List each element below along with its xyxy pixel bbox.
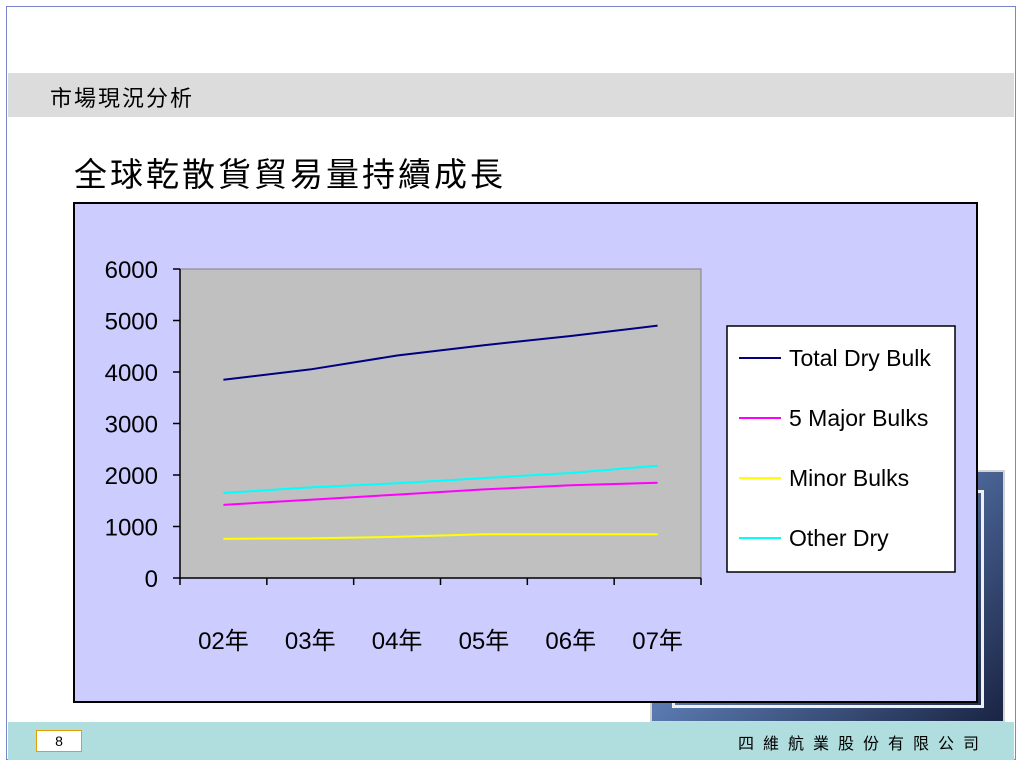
y-tick-label: 2000 [105, 463, 158, 490]
y-tick-label: 5000 [105, 309, 158, 336]
x-tick-label: 07年 [632, 628, 683, 655]
x-tick-label: 02年 [198, 628, 249, 655]
x-tick-label: 04年 [372, 628, 423, 655]
plot-area [179, 268, 702, 579]
y-tick-label: 4000 [105, 360, 158, 387]
chart-area: 0 1000 2000 3000 4000 5000 6000 02年 03年 04年 05年 06年… [73, 202, 978, 703]
y-tick-label: 6000 [105, 257, 158, 284]
x-tick-label: 05年 [459, 628, 510, 655]
chart-legend [726, 325, 956, 573]
legend-entry: Other Dry [789, 525, 889, 551]
line-chart: 0 1000 2000 3000 4000 5000 6000 02年 03年 04年 05年 06年… [105, 257, 956, 655]
x-tick-label: 06年 [545, 628, 596, 655]
series-line-2 [223, 533, 658, 540]
series-line-3 [223, 464, 658, 495]
series-line-0 [223, 324, 658, 381]
legend-entry: 5 Major Bulks [789, 405, 928, 431]
page-number: 8 [36, 730, 82, 752]
series-line-1 [223, 481, 658, 506]
x-tick-label: 03年 [285, 628, 336, 655]
section-bar: 市場現況分析 [8, 73, 1014, 117]
y-tick-label: 3000 [105, 412, 158, 439]
slide-heading: 全球乾散貨貿易量持續成長 [74, 155, 506, 194]
footer-bar: 8 四維航業股份有限公司 [8, 722, 1014, 760]
company-name: 四維航業股份有限公司 [737, 734, 988, 753]
section-title: 市場現況分析 [50, 87, 195, 112]
y-tick-label: 0 [145, 566, 158, 593]
legend-entry: Minor Bulks [789, 465, 909, 491]
legend-entry: Total Dry Bulk [789, 345, 931, 371]
y-tick-label: 1000 [105, 515, 158, 542]
